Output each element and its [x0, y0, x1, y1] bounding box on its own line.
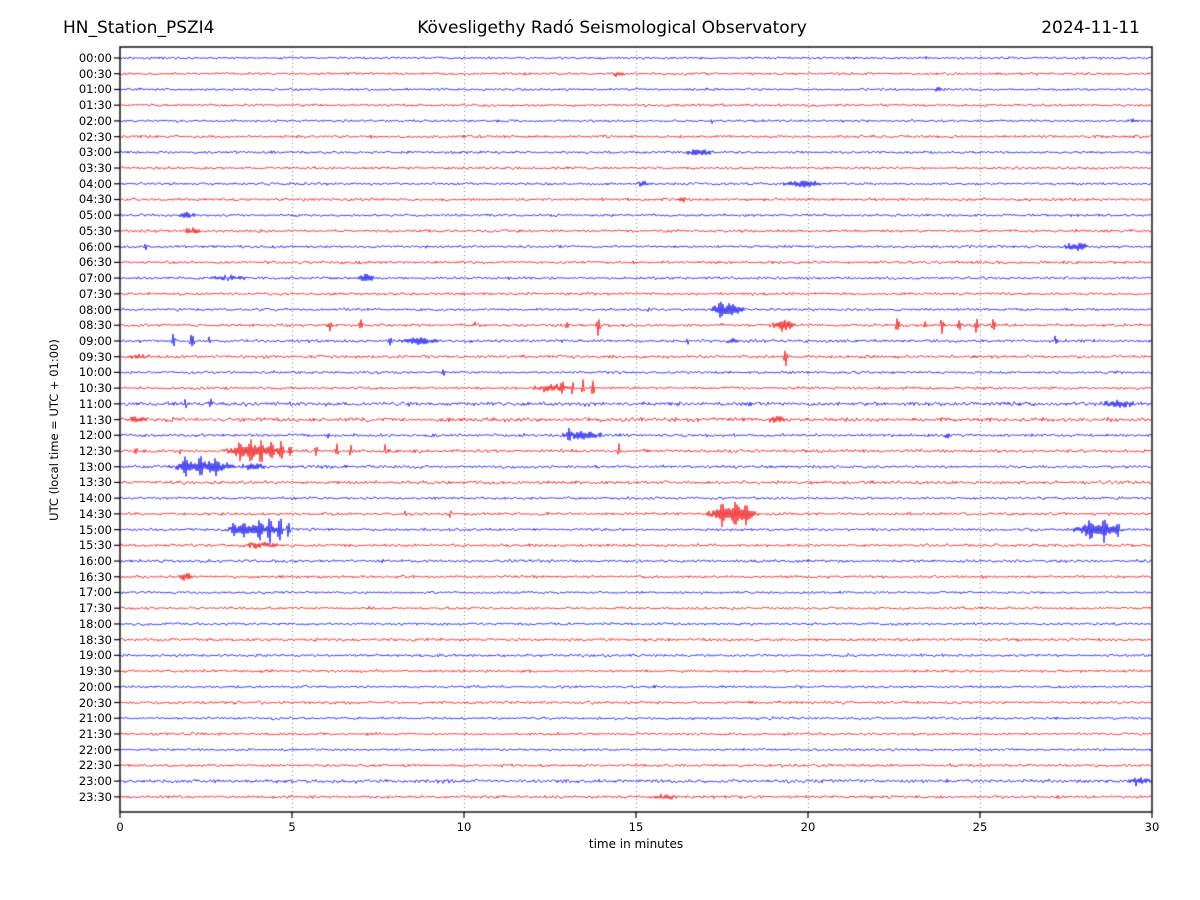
y-tick-label: 05:30 [78, 223, 112, 238]
y-tick-label: 15:00 [78, 522, 112, 537]
station-title: HN_Station_PSZI4 [63, 18, 215, 38]
y-tick-label: 12:00 [78, 428, 112, 443]
y-tick-label: 18:00 [78, 616, 112, 631]
y-tick-label: 03:30 [78, 161, 112, 176]
y-tick-label: 10:30 [78, 381, 112, 396]
y-tick-label: 08:30 [78, 318, 112, 333]
y-tick-label: 06:30 [78, 255, 112, 270]
y-tick-label: 20:30 [78, 695, 112, 710]
y-tick-label: 15:30 [78, 538, 112, 553]
x-tick-label: 20 [800, 820, 816, 834]
y-tick-label: 09:00 [78, 333, 112, 348]
y-tick-label: 02:30 [78, 129, 112, 144]
y-tick-label: 11:00 [78, 396, 112, 411]
y-tick-label: 04:00 [78, 176, 112, 191]
y-tick-label: 21:30 [78, 726, 112, 741]
y-tick-label: 05:00 [78, 208, 112, 223]
x-tick-label: 0 [116, 820, 124, 834]
y-tick-label: 02:00 [78, 113, 112, 128]
x-tick-label: 15 [628, 820, 644, 834]
y-tick-label: 13:00 [78, 459, 112, 474]
y-tick-label: 03:00 [78, 145, 112, 160]
y-tick-label: 20:00 [78, 679, 112, 694]
y-tick-label: 23:00 [78, 774, 112, 789]
y-tick-label: 21:00 [78, 711, 112, 726]
y-tick-label: 01:30 [78, 98, 112, 113]
x-tick-label: 25 [972, 820, 988, 834]
x-tick-label: 10 [456, 820, 472, 834]
y-tick-label: 04:30 [78, 192, 112, 207]
y-tick-label: 19:30 [78, 664, 112, 679]
date-title: 2024-11-11 [1041, 18, 1140, 38]
y-tick-label: 22:00 [78, 742, 112, 757]
y-tick-label: 17:30 [78, 601, 112, 616]
y-tick-label: 11:30 [78, 412, 112, 427]
y-tick-label: 00:00 [78, 51, 112, 65]
y-tick-label: 14:30 [78, 506, 112, 521]
y-tick-label: 09:30 [78, 349, 112, 364]
observatory-title: Kövesligethy Radó Seismological Observat… [417, 18, 807, 38]
y-tick-label: 06:00 [78, 239, 112, 254]
y-tick-label: 10:00 [78, 365, 112, 380]
y-tick-label: 01:00 [78, 82, 112, 97]
y-tick-label: 18:30 [78, 632, 112, 647]
y-axis-label: UTC (local time = UTC + 01:00) [47, 339, 61, 521]
y-tick-label: 14:00 [78, 491, 112, 506]
y-tick-label: 23:30 [78, 789, 112, 804]
y-tick-label: 13:30 [78, 475, 112, 490]
y-tick-label: 22:30 [78, 758, 112, 773]
y-tick-label: 07:00 [78, 271, 112, 286]
y-tick-label: 08:00 [78, 302, 112, 317]
y-tick-label: 12:30 [78, 444, 112, 458]
y-tick-label: 16:00 [78, 554, 112, 569]
y-tick-label: 07:30 [78, 286, 112, 301]
y-tick-label: 16:30 [78, 569, 112, 584]
y-tick-label: 00:30 [78, 66, 112, 81]
x-axis-label: time in minutes [588, 837, 684, 851]
y-tick-label: 17:00 [78, 585, 112, 600]
x-tick-label: 30 [1144, 820, 1160, 834]
y-tick-label: 19:00 [78, 648, 112, 663]
x-tick-label: 5 [288, 820, 296, 834]
